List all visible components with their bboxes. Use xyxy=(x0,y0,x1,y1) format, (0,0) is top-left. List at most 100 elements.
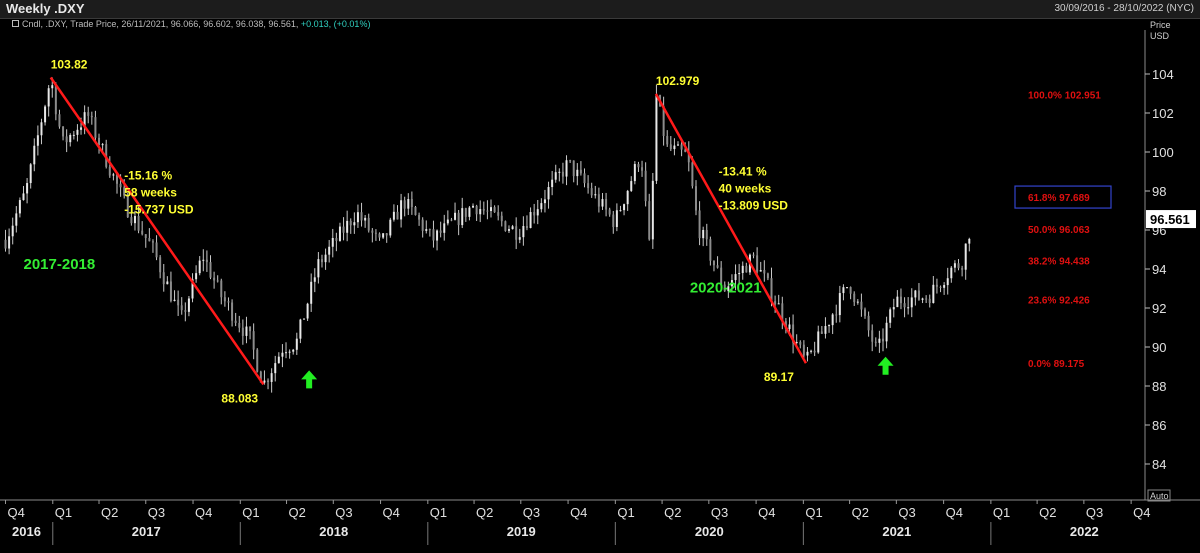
chart-title: Weekly .DXY xyxy=(6,1,85,16)
candle-body xyxy=(263,380,266,383)
candle-body xyxy=(925,298,928,300)
candle-body xyxy=(400,200,403,220)
candle xyxy=(446,210,449,226)
candle xyxy=(392,204,395,222)
candle-body xyxy=(69,134,72,143)
candle-body xyxy=(29,164,32,184)
candle xyxy=(105,139,108,169)
candle xyxy=(601,192,604,210)
candle xyxy=(159,255,162,279)
candle xyxy=(482,201,485,215)
candle-body xyxy=(921,298,924,300)
candle xyxy=(677,141,680,146)
candle-body xyxy=(763,270,766,274)
quarter-label: Q4 xyxy=(195,505,212,520)
candle xyxy=(612,210,615,234)
candle xyxy=(935,278,938,294)
candle-body xyxy=(216,280,219,282)
candle xyxy=(745,262,748,273)
candle xyxy=(382,233,385,239)
candle-body xyxy=(205,259,208,263)
candle xyxy=(899,288,902,310)
candle xyxy=(241,319,244,345)
candle xyxy=(252,323,255,360)
quarter-label: Q4 xyxy=(383,505,400,520)
candle-body xyxy=(436,230,439,241)
candle xyxy=(270,368,273,393)
candle-body xyxy=(597,194,600,207)
candle xyxy=(410,191,413,215)
candle-body xyxy=(374,232,377,234)
candle-body xyxy=(669,144,672,150)
quarter-label: Q2 xyxy=(1039,505,1056,520)
last-price-label: 96.561 xyxy=(1150,212,1190,227)
quarter-label: Q1 xyxy=(430,505,447,520)
candle-body xyxy=(712,260,715,266)
candle xyxy=(112,172,115,181)
candle xyxy=(238,315,241,333)
price-axis[interactable]: PriceUSD848688909294969810010210496.561A… xyxy=(1145,20,1196,502)
time-axis[interactable]: Q4 Q1 Q2 Q3 Q4 Q1 Q2 Q3 Q4 Q1 Q2 Q3 Q4 Q1 Q2 Q3 Q4 Q1 Q2 Q3… xyxy=(5,500,1151,545)
candle-body xyxy=(500,215,503,222)
candle-body xyxy=(587,183,590,189)
candle xyxy=(673,138,676,156)
candle-body xyxy=(961,268,964,270)
candle-body xyxy=(180,305,183,311)
candle xyxy=(338,222,341,242)
candle-body xyxy=(353,222,356,226)
candle-body xyxy=(349,220,352,226)
candle xyxy=(763,260,766,282)
candle-body xyxy=(734,274,737,281)
candle-body xyxy=(583,173,586,184)
candle-body xyxy=(295,338,298,350)
candle-body xyxy=(507,229,510,231)
candle-body xyxy=(878,338,881,343)
candle xyxy=(141,221,144,236)
candle xyxy=(374,229,377,241)
candle xyxy=(94,110,97,142)
year-label: 2021 xyxy=(882,524,911,539)
candle xyxy=(403,196,406,217)
candle xyxy=(472,203,475,209)
candle-body xyxy=(953,263,956,268)
candle-body xyxy=(720,267,723,285)
candle xyxy=(756,247,759,275)
candle xyxy=(831,313,834,335)
candle-body xyxy=(623,204,626,211)
candle-body xyxy=(561,171,564,177)
candle-body xyxy=(590,188,593,196)
candle xyxy=(590,182,593,198)
candle xyxy=(231,299,234,327)
quarter-label: Q3 xyxy=(148,505,165,520)
candle xyxy=(504,220,507,232)
candle-body xyxy=(637,164,640,168)
candle xyxy=(83,105,86,135)
candle-body xyxy=(705,229,708,240)
candle-body xyxy=(468,207,471,217)
candle xyxy=(162,263,165,292)
candle xyxy=(939,285,942,293)
candle-body xyxy=(252,331,255,350)
candle xyxy=(608,207,611,217)
candle xyxy=(734,264,737,291)
candle-body xyxy=(727,286,730,292)
candle-body xyxy=(648,201,651,240)
candle-body xyxy=(673,145,676,150)
candle-body xyxy=(486,210,489,212)
fib-level-label: 0.0% 89.175 xyxy=(1028,359,1085,370)
legend-marker-icon xyxy=(12,20,19,27)
candle-body xyxy=(490,207,493,212)
candle xyxy=(572,160,575,183)
candle xyxy=(777,294,780,305)
candle xyxy=(799,340,802,349)
candle-body xyxy=(126,195,129,218)
candle xyxy=(817,325,820,354)
quarter-label: Q2 xyxy=(476,505,493,520)
candle-body xyxy=(691,162,694,187)
candle-body xyxy=(745,265,748,273)
candle xyxy=(820,326,823,334)
candle xyxy=(155,235,158,261)
candle-body xyxy=(525,226,528,228)
candle-body xyxy=(267,380,270,382)
